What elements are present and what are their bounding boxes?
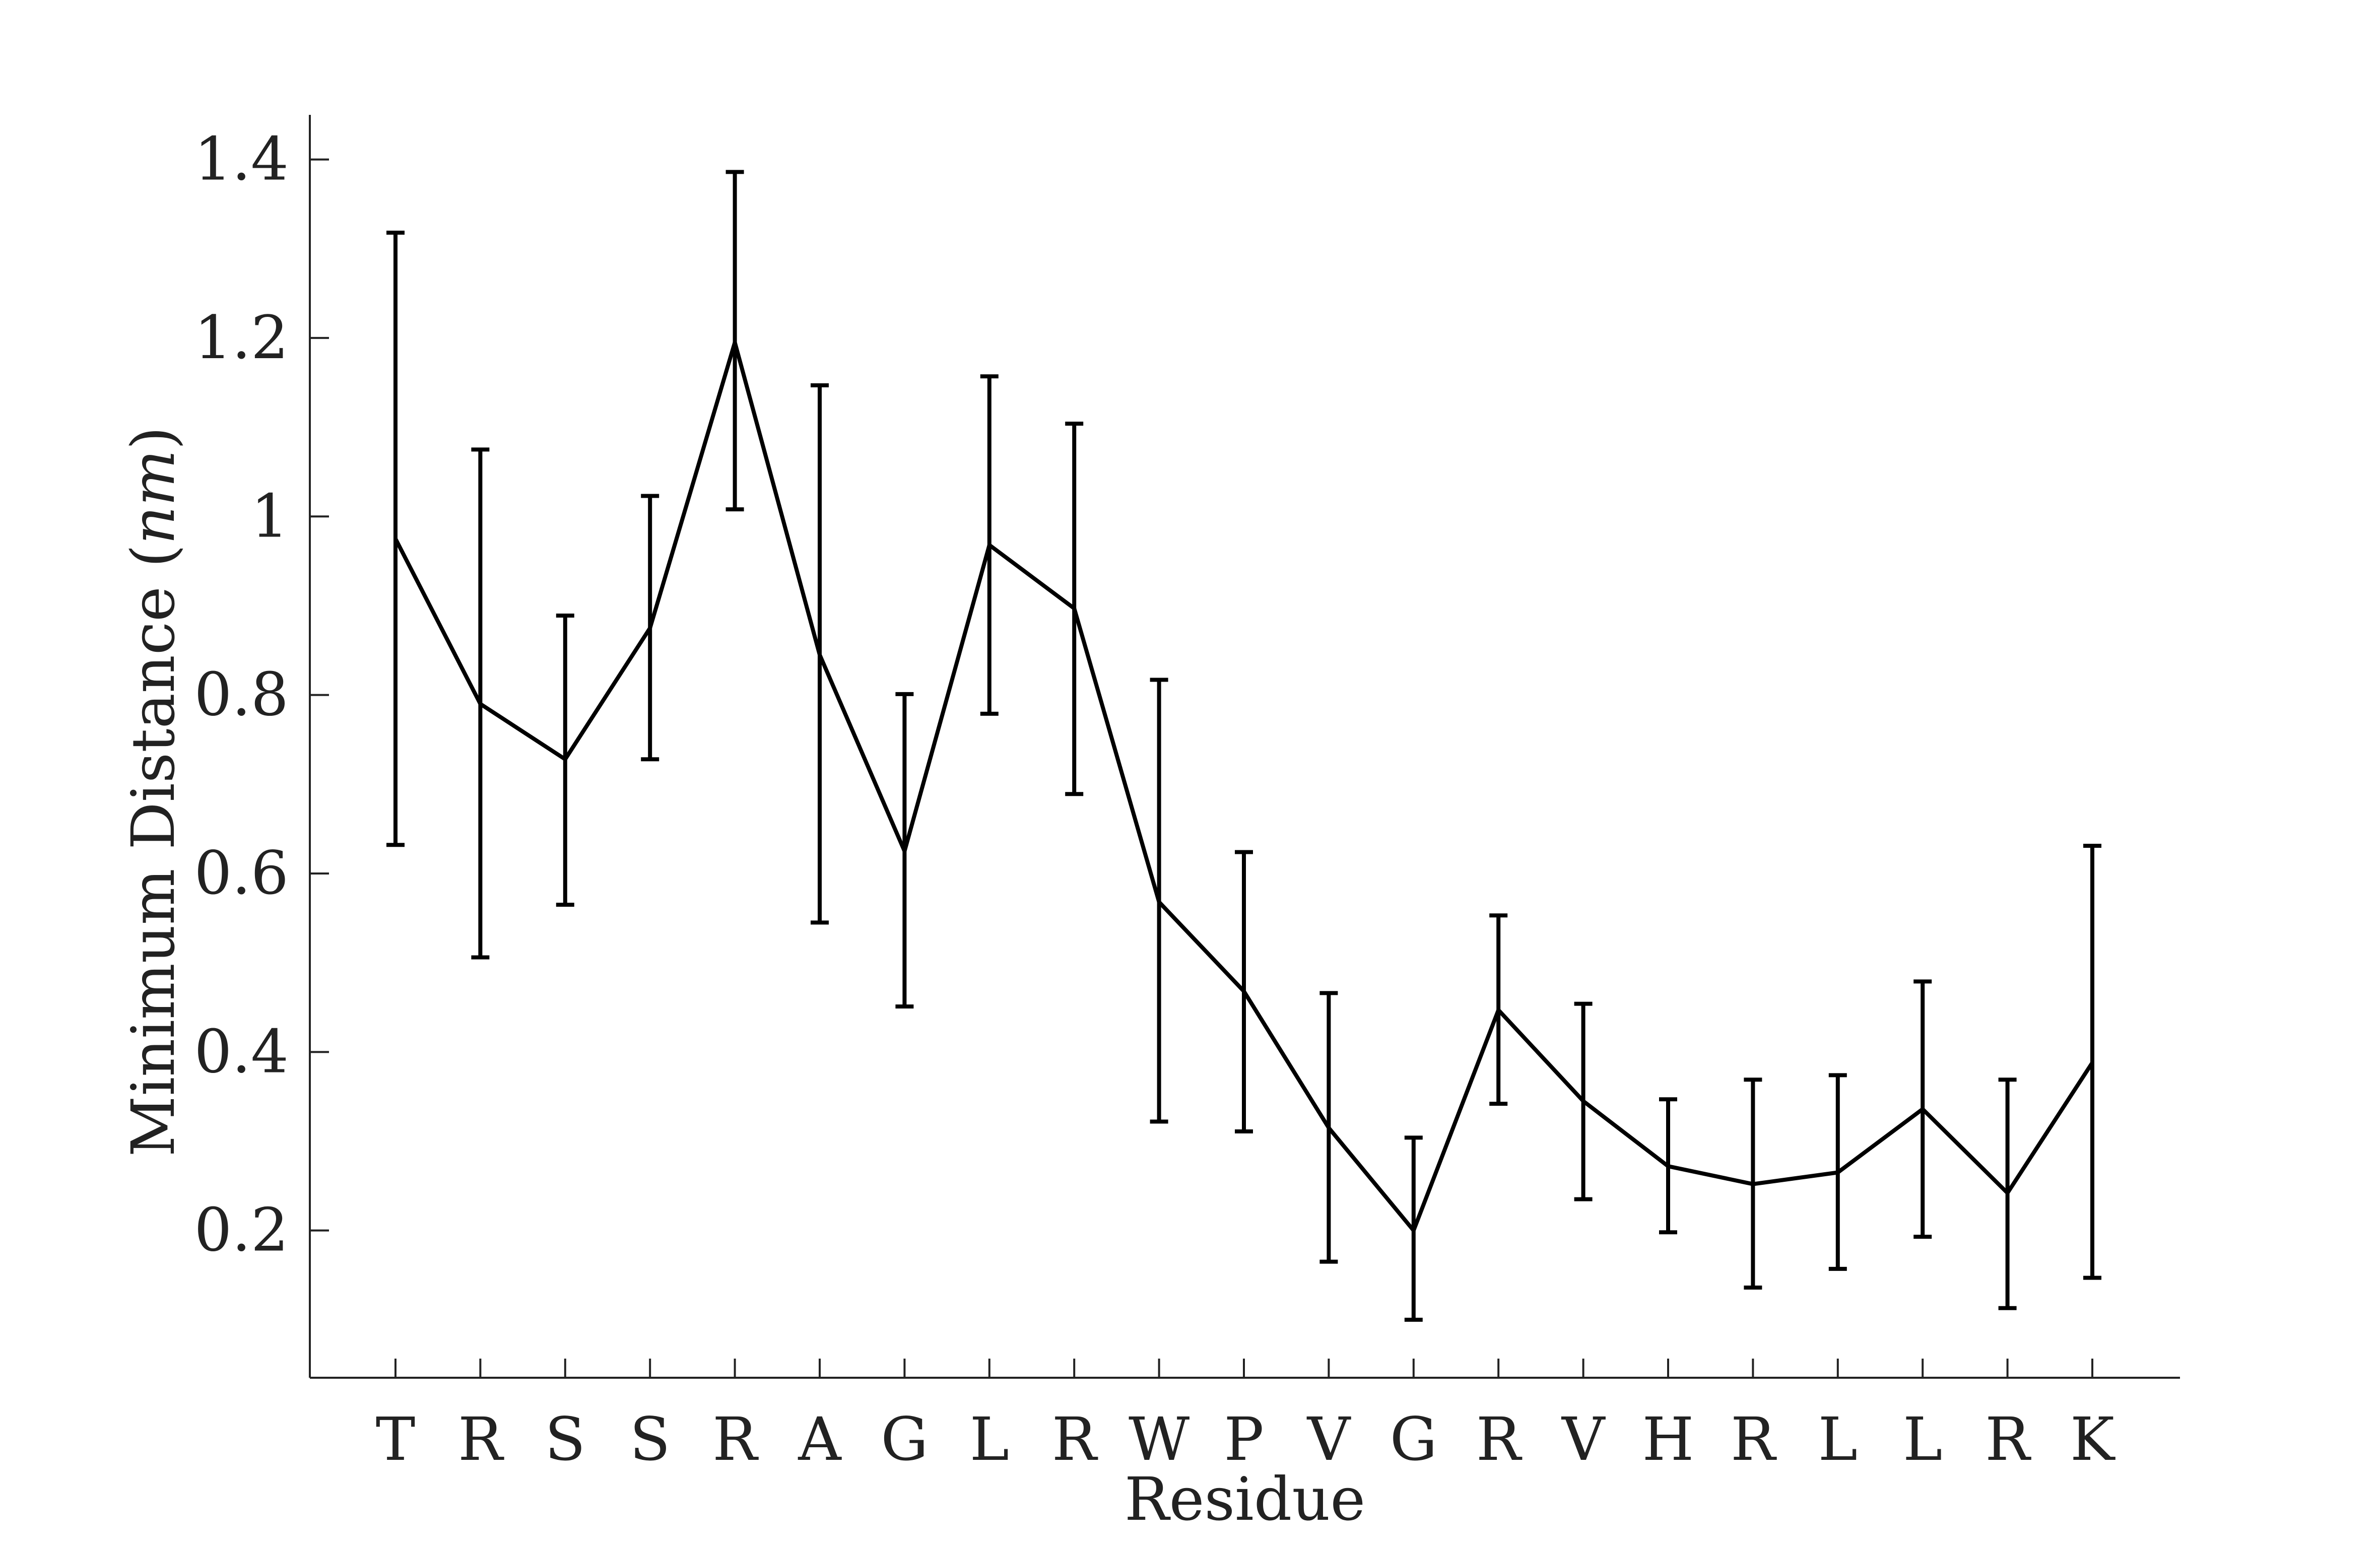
x-tick-label: S bbox=[545, 1404, 585, 1474]
x-tick-label: V bbox=[1561, 1404, 1606, 1474]
axes bbox=[309, 115, 2180, 1379]
x-tick-label: T bbox=[376, 1404, 416, 1474]
x-tick-label: R bbox=[1985, 1404, 2031, 1474]
x-tick-label: G bbox=[881, 1404, 928, 1474]
x-tick-label: A bbox=[798, 1404, 842, 1474]
y-axis-title-unit: nm bbox=[118, 450, 188, 545]
y-axis-ticks: 0.2 0.4 0.6 0.8 1 1.2 1.4 bbox=[194, 124, 329, 1265]
series-line bbox=[393, 335, 2094, 1235]
x-tick-label: R bbox=[1052, 1404, 1098, 1474]
x-axis-title: Residue bbox=[1125, 1464, 1365, 1534]
y-tick-label: 0.4 bbox=[194, 1017, 289, 1086]
x-tick-label: L bbox=[970, 1404, 1009, 1474]
y-tick-label: 1.2 bbox=[194, 303, 289, 372]
y-tick-label: 1.4 bbox=[194, 124, 289, 194]
x-tick-label: W bbox=[1129, 1404, 1189, 1474]
x-tick-label: S bbox=[630, 1404, 671, 1474]
y-axis-title-close: ) bbox=[118, 427, 188, 450]
x-tick-label: L bbox=[1818, 1404, 1858, 1474]
y-axis-title: Minimum Distance (nm) bbox=[118, 427, 188, 1157]
series bbox=[393, 335, 2094, 1235]
error-bars bbox=[386, 170, 2101, 1322]
x-tick-label: R bbox=[1731, 1404, 1777, 1474]
x-tick-label: R bbox=[458, 1404, 504, 1474]
y-axis-title-main: Minimum Distance ( bbox=[118, 545, 188, 1157]
y-tick-label: 0.6 bbox=[194, 838, 289, 908]
y-tick-label: 0.2 bbox=[194, 1195, 289, 1265]
x-tick-label: H bbox=[1642, 1404, 1694, 1474]
x-tick-label: R bbox=[1476, 1404, 1523, 1474]
x-tick-label: P bbox=[1224, 1404, 1264, 1474]
y-tick-label: 0.8 bbox=[194, 660, 289, 729]
x-tick-label: V bbox=[1306, 1404, 1351, 1474]
x-tick-label: K bbox=[2070, 1404, 2115, 1474]
x-tick-label: R bbox=[712, 1404, 759, 1474]
x-tick-label: L bbox=[1903, 1404, 1942, 1474]
x-tick-label: G bbox=[1390, 1404, 1437, 1474]
y-tick-label: 1 bbox=[251, 481, 289, 551]
